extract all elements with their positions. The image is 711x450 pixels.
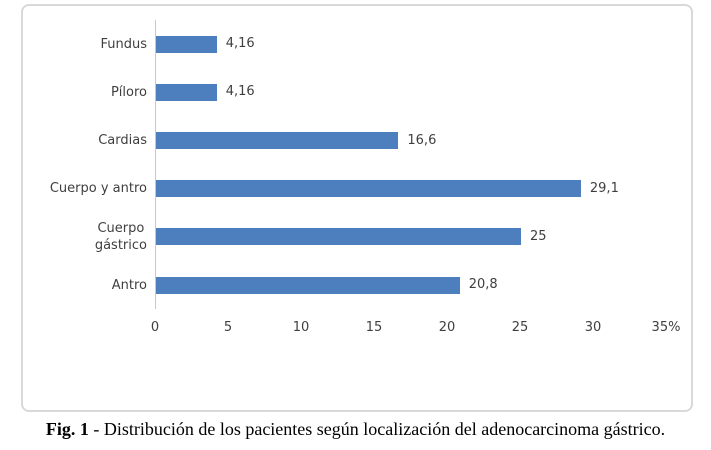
category-label: Cuerpo y antro <box>49 181 147 197</box>
bar <box>156 83 217 101</box>
figure-box: Fundus 4,16 Píloro 4,16 Cardias 16,6 Cuerpo y … <box>21 4 693 412</box>
category-label: Cuerpo gástrico <box>94 220 147 253</box>
category-axis-line <box>155 20 156 310</box>
x-axis-tick-label: 0 <box>150 320 160 335</box>
figure-caption-label: Fig. 1 <box>45 419 89 439</box>
value-label: 25 <box>530 228 547 244</box>
bar <box>156 228 521 246</box>
category-label: Antro <box>111 277 147 293</box>
x-axis-tick-label: 20 <box>438 320 456 335</box>
x-axis-tick-label: 15 <box>365 320 383 335</box>
figure-caption: Fig. 1 - Distribución de los pacientes s… <box>0 419 711 440</box>
bar <box>156 276 460 294</box>
x-axis-tick-label: 25 <box>511 320 529 335</box>
category-label: Fundus <box>100 36 147 52</box>
bar <box>156 132 399 149</box>
x-axis-tick-label: 5 <box>223 320 233 335</box>
bar <box>156 35 217 53</box>
category-label: Píloro <box>110 84 147 100</box>
figure-caption-separator: - <box>88 419 104 439</box>
x-axis-tick-label: 35% <box>651 320 681 335</box>
x-axis-tick-label: 30 <box>584 320 602 335</box>
value-label: 4,16 <box>225 84 255 100</box>
bar-chart: Fundus 4,16 Píloro 4,16 Cardias 16,6 Cuerpo y … <box>23 6 691 410</box>
value-label: 29,1 <box>589 180 619 196</box>
category-label: Cardias <box>98 132 147 148</box>
figure-caption-text: Distribución de los pacientes según loca… <box>103 419 666 439</box>
value-label: 4,16 <box>225 36 255 52</box>
bar <box>156 180 581 198</box>
value-label: 20,8 <box>468 277 498 293</box>
x-axis-tick-label: 10 <box>292 320 310 335</box>
value-label: 16,6 <box>407 132 437 148</box>
